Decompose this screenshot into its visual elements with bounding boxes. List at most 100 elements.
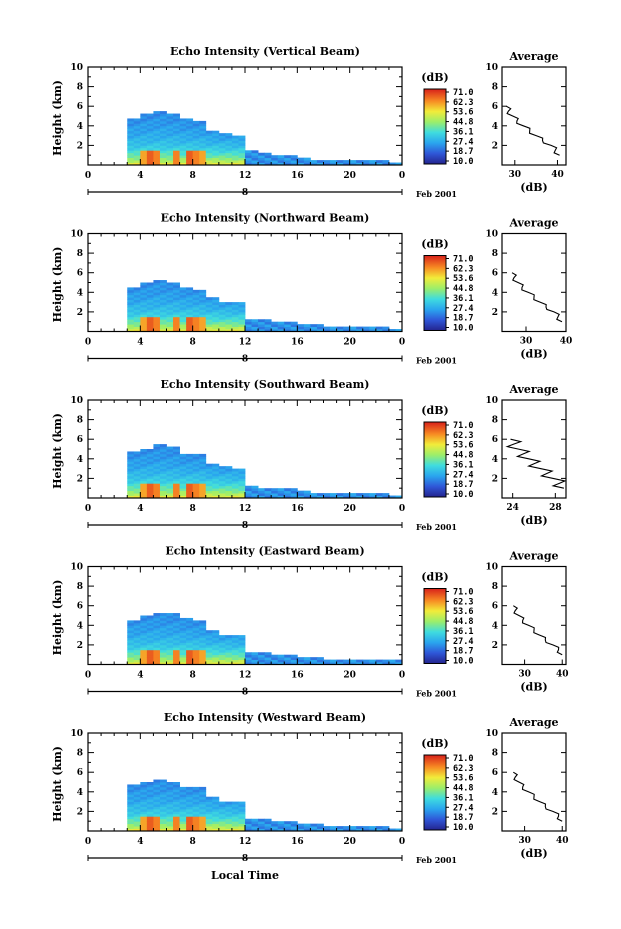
heatmap-cell: [382, 662, 390, 665]
heatmap-cell: [166, 446, 174, 450]
heatmap-cell: [284, 495, 292, 499]
avg-y-tick-label: 6: [492, 269, 498, 279]
heatmap-cell: [251, 485, 259, 489]
heatmap-cell: [153, 662, 161, 665]
heatmap-cell: [284, 155, 292, 159]
heatmap-cell: [382, 493, 390, 496]
heatmap-cell: [186, 155, 194, 159]
heatmap-cell: [369, 160, 377, 163]
heatmap-cell: [284, 160, 292, 163]
heatmap-cell: [146, 287, 154, 291]
heatmap-cell: [238, 135, 246, 139]
heatmap-cell: [140, 485, 148, 489]
heatmap-cell: [205, 135, 213, 139]
heatmap-cell: [245, 329, 252, 332]
avg-y-tick-label: 4: [492, 288, 498, 298]
heatmap-cell: [186, 625, 194, 629]
colorbar-tick-label: 62.3: [453, 597, 473, 607]
heatmap-cell: [159, 157, 167, 161]
heatmap-cell: [375, 160, 383, 163]
heatmap-cell: [218, 324, 226, 327]
heatmap-cell: [251, 152, 259, 156]
colorbar-tick-label: 18.7: [453, 480, 473, 490]
heatmap-cell: [179, 157, 187, 161]
heatmap-cell: [192, 662, 200, 665]
heatmap-cell: [140, 637, 148, 641]
heatmap-cell: [173, 801, 180, 805]
heatmap-cell: [199, 316, 207, 320]
heatmap-cell: [173, 461, 180, 465]
heatmap-cell: [127, 804, 135, 807]
x-tick-label: 0: [399, 671, 405, 681]
heatmap-cell: [225, 801, 233, 805]
heatmap-cell: [146, 299, 154, 303]
avg-x-tick-label: 30: [518, 836, 531, 846]
heatmap-cell: [133, 488, 141, 492]
heatmap-cell: [238, 488, 246, 492]
heatmap-cell: [133, 662, 141, 665]
heatmap-cell: [140, 796, 148, 800]
heatmap-cell: [362, 162, 370, 166]
heatmap-cell: [146, 138, 154, 141]
avg-y-tick-label: 6: [492, 602, 498, 612]
heatmap-cell: [153, 444, 161, 447]
heatmap-cell: [225, 468, 233, 472]
x-tick-label: 16: [291, 338, 304, 348]
heatmap-cell: [388, 659, 396, 663]
heatmap-cell: [173, 128, 180, 132]
heatmap-cell: [212, 133, 220, 136]
heatmap-cell: [133, 326, 141, 330]
heatmap-cell: [225, 806, 233, 810]
heatmap-cell: [199, 307, 207, 310]
heatmap-cell: [159, 446, 167, 450]
heatmap-cell: [251, 826, 259, 829]
heatmap-cell: [277, 157, 285, 161]
heatmap-cell: [212, 142, 220, 146]
heatmap-cell: [179, 789, 187, 793]
heatmap-cell: [297, 490, 305, 494]
heatmap-cell: [297, 659, 305, 663]
heatmap-cell: [199, 652, 207, 656]
heatmap-cell: [153, 466, 161, 469]
heatmap-cell: [159, 461, 167, 465]
heatmap-cell: [284, 657, 292, 660]
heatmap-cell: [140, 813, 148, 817]
heatmap-cell: [127, 307, 135, 310]
heatmap-cell: [127, 145, 135, 149]
colorbar-tick-label: 44.8: [453, 451, 473, 461]
heatmap-cell: [140, 615, 148, 619]
heatmap-cell: [231, 140, 239, 144]
heatmap-cell: [166, 632, 174, 636]
heatmap-cell: [140, 483, 148, 487]
heatmap-cell: [205, 644, 213, 648]
heatmap-cell: [166, 657, 174, 660]
heatmap-cell: [146, 152, 154, 156]
heatmap-cell: [369, 828, 377, 832]
heatmap-cell: [153, 292, 161, 296]
heatmap-cell: [199, 647, 207, 651]
heatmap-cell: [225, 662, 233, 665]
x-tick-label: 0: [85, 671, 91, 681]
heatmap-cell: [192, 813, 200, 817]
heatmap-cell: [231, 649, 239, 653]
heatmap-cell: [212, 662, 220, 665]
heatmap-cell: [231, 644, 239, 648]
heatmap-cell: [179, 801, 187, 805]
heatmap-cell: [212, 632, 220, 636]
heatmap-cell: [192, 649, 200, 653]
heatmap-cell: [159, 118, 167, 122]
heatmap-cell: [349, 828, 357, 832]
heatmap-cell: [375, 826, 383, 829]
heatmap-cell: [173, 309, 180, 313]
heatmap-cell: [192, 311, 200, 315]
heatmap-cell: [166, 483, 174, 487]
heatmap-cell: [146, 647, 154, 651]
heatmap-cell: [166, 649, 174, 653]
heatmap-cell: [133, 637, 141, 641]
heatmap-cell: [179, 488, 187, 492]
heatmap-cell: [153, 284, 161, 288]
heatmap-cell: [127, 493, 135, 496]
heatmap-cell: [245, 321, 252, 325]
heatmap-cell: [146, 622, 154, 626]
heatmap-cell: [218, 490, 226, 494]
